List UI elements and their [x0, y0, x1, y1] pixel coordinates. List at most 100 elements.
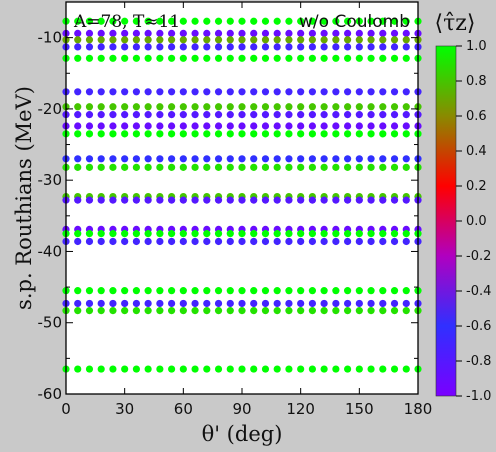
data-point [132, 122, 140, 130]
data-point [250, 36, 258, 44]
data-point [97, 17, 105, 25]
data-point [308, 17, 316, 25]
data-point [179, 287, 187, 295]
data-point [191, 103, 199, 111]
data-point [344, 155, 352, 163]
data-point [214, 163, 223, 171]
data-point [238, 88, 246, 96]
colorbar-tick-label: 0.4 [466, 144, 487, 159]
data-point [344, 230, 352, 238]
data-point [144, 111, 152, 119]
data-point [402, 130, 410, 138]
data-point [74, 103, 82, 111]
data-point [250, 287, 258, 295]
data-point [85, 36, 94, 44]
data-point [226, 155, 234, 163]
data-point [238, 36, 246, 44]
data-point [238, 155, 246, 163]
data-point [320, 130, 328, 138]
data-point [74, 163, 82, 171]
data-point [109, 163, 117, 171]
data-point [203, 230, 211, 238]
data-point [203, 17, 211, 25]
data-point [297, 36, 305, 44]
data-point [74, 230, 82, 238]
data-point [332, 237, 340, 246]
data-point [179, 29, 187, 37]
data-point [390, 230, 399, 238]
data-point [320, 43, 328, 51]
data-point [144, 17, 152, 25]
data-point [332, 36, 340, 44]
data-point [308, 155, 316, 163]
data-point [250, 299, 258, 308]
data-point [273, 155, 281, 163]
data-point [97, 365, 105, 373]
data-point [97, 237, 105, 246]
data-point [308, 103, 316, 111]
data-point [97, 163, 105, 171]
data-point [132, 287, 140, 295]
data-point [332, 43, 340, 51]
data-point [226, 130, 234, 138]
data-point [285, 130, 293, 138]
data-point [379, 17, 387, 25]
data-point [132, 103, 140, 111]
data-point [250, 43, 258, 51]
data-point [390, 43, 399, 51]
data-point [379, 103, 387, 111]
data-point [367, 36, 375, 44]
data-point [168, 54, 176, 62]
data-point [379, 299, 387, 308]
data-point [402, 36, 410, 44]
data-point [132, 299, 140, 308]
data-point [320, 155, 328, 163]
data-point [355, 88, 363, 96]
data-point [144, 237, 152, 246]
data-point [74, 307, 82, 315]
data-point [238, 230, 246, 238]
data-point [402, 230, 410, 238]
data-point [273, 17, 281, 25]
data-point [74, 365, 82, 373]
data-point [261, 103, 270, 111]
data-point [355, 307, 363, 315]
data-point [355, 36, 363, 44]
data-point [191, 365, 199, 373]
data-point [121, 307, 129, 315]
y-axis-ticks: -60 -50 -40 -30 -20 -10 [38, 1, 418, 403]
data-point [85, 54, 94, 62]
data-point [390, 88, 399, 96]
data-point [344, 196, 352, 204]
data-point [367, 196, 375, 204]
data-point [238, 111, 246, 119]
data-point [144, 29, 152, 37]
data-point [250, 155, 258, 163]
data-point [191, 287, 199, 295]
data-point [144, 103, 152, 111]
data-point [250, 196, 258, 204]
data-point [121, 43, 129, 51]
data-point [273, 230, 281, 238]
data-point [109, 122, 117, 130]
data-point [214, 130, 223, 138]
data-point [168, 43, 176, 51]
data-point [191, 163, 199, 171]
data-point [214, 196, 223, 204]
data-point [156, 163, 164, 171]
data-point [285, 365, 293, 373]
data-point [109, 155, 117, 163]
data-point [261, 122, 270, 130]
data-point [179, 196, 187, 204]
data-point [226, 36, 234, 44]
data-point [261, 111, 270, 119]
colorbar-tick-label: 0.0 [466, 214, 487, 229]
data-point [214, 287, 223, 295]
data-point [250, 54, 258, 62]
data-point [191, 130, 199, 138]
colorbar-ticks: 1.0 0.8 0.6 0.4 0.2 0.0 -0.2 -0.4 -0.6 -0.8 -1.0 [456, 39, 491, 404]
data-point [121, 36, 129, 44]
data-point [297, 54, 305, 62]
data-point [109, 299, 117, 308]
data-point [144, 155, 152, 163]
